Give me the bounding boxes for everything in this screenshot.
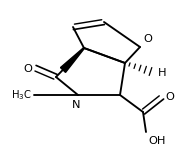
Polygon shape [60, 48, 84, 72]
Text: $\mathsf{H_3C}$: $\mathsf{H_3C}$ [11, 88, 32, 102]
Text: O: O [165, 92, 174, 102]
Text: OH: OH [148, 136, 166, 146]
Text: O: O [143, 34, 152, 44]
Text: H: H [158, 68, 167, 78]
Text: N: N [72, 100, 80, 110]
Text: O: O [23, 64, 32, 74]
